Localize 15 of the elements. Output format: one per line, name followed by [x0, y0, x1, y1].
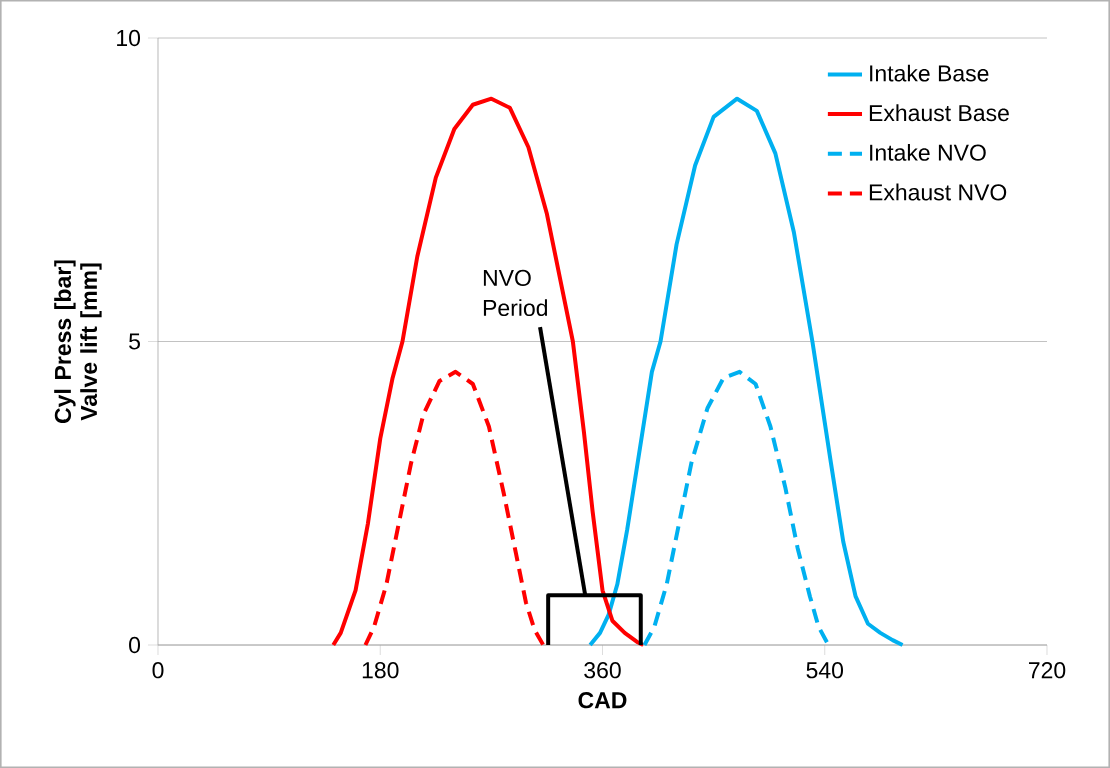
legend-label: Intake NVO [870, 143, 986, 161]
x-tick-label: 180 [362, 662, 399, 679]
x-tick-label: 0 [152, 662, 164, 679]
x-axis-title: CAD [578, 692, 627, 709]
legend-label: Exhaust Base [869, 104, 1009, 122]
x-tick-label: 720 [1029, 662, 1066, 679]
x-tick-label: 540 [806, 662, 844, 679]
annotation: NVO Period [483, 269, 548, 317]
y-tick-label: 10 [117, 29, 141, 47]
legend-label: Exhaust NVO [869, 183, 1007, 201]
legend-label: Intake Base [870, 64, 989, 82]
y-tick-label: 5 [129, 333, 140, 350]
y-tick-label: 0 [129, 636, 141, 654]
y-axis-title: Cyl Press [bar] Valve lift [mm] [54, 260, 102, 424]
x-tick-label: 360 [584, 662, 621, 679]
